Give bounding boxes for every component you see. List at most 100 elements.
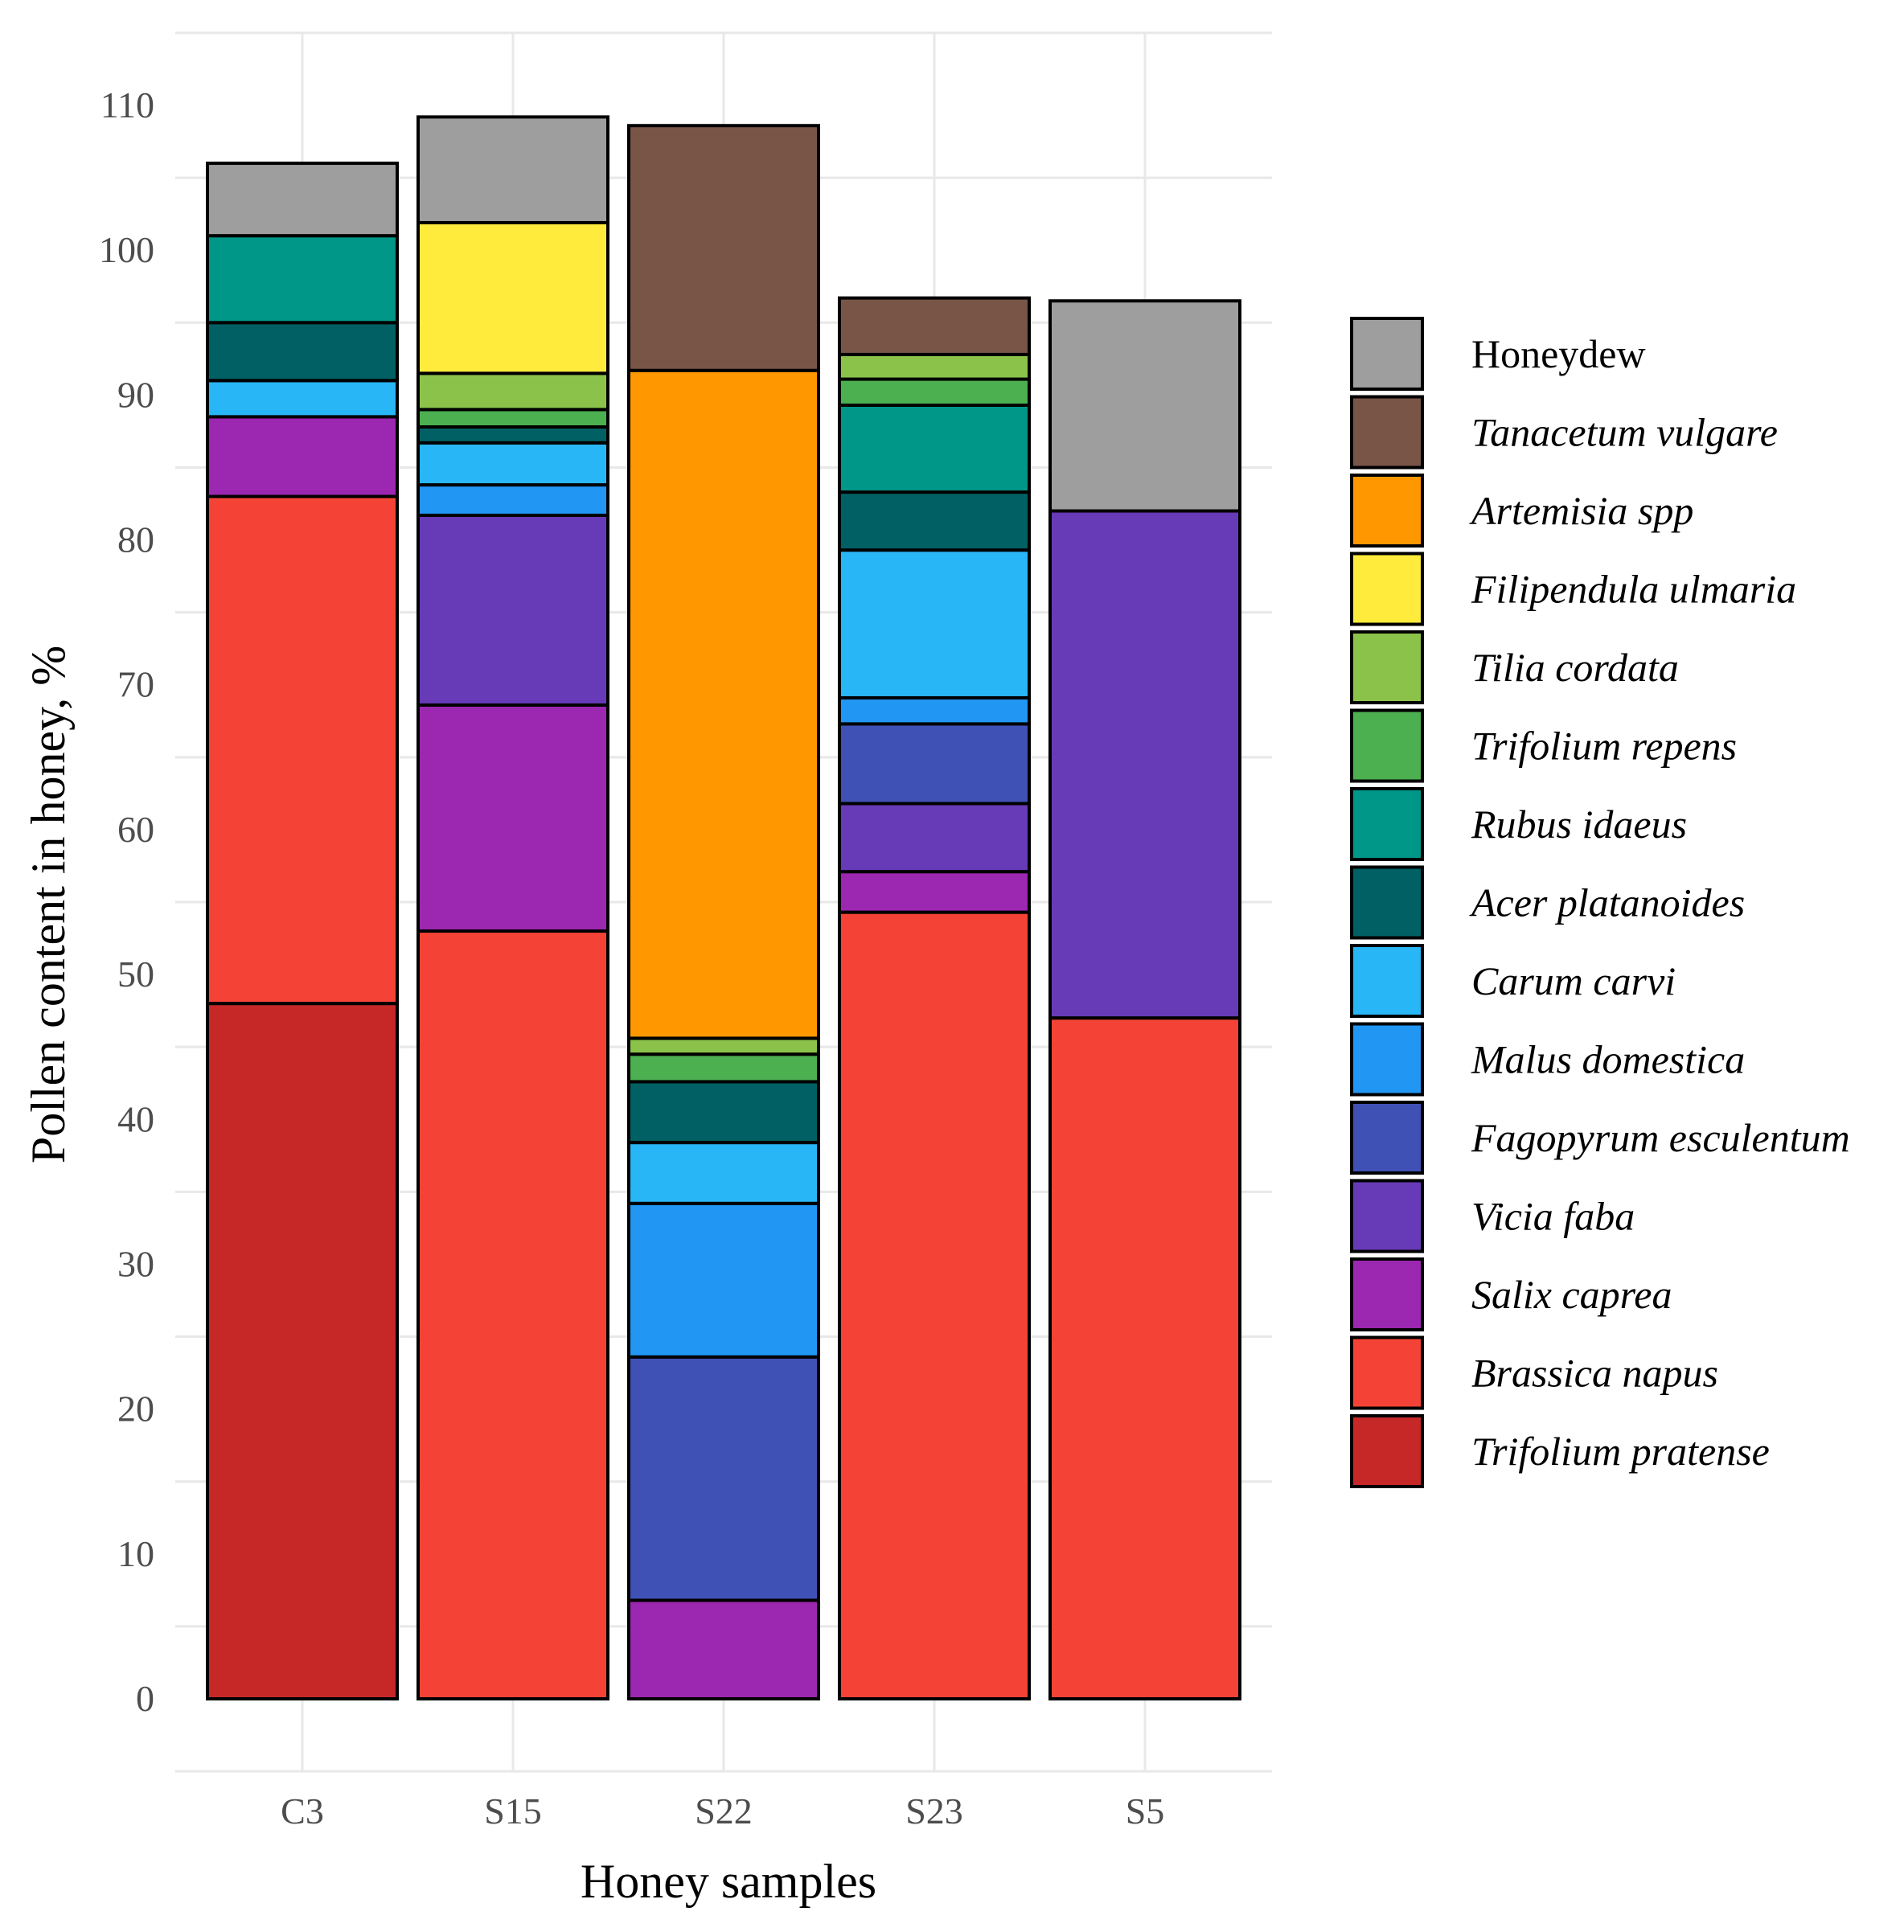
- bar-s15-trifolium-repens: [416, 408, 609, 429]
- legend-item-tilia-cordata: Tilia cordata: [1350, 630, 1679, 704]
- legend-label: Brassica napus: [1471, 1351, 1718, 1396]
- legend-swatch: [1350, 1414, 1424, 1488]
- legend-label: Trifolium pratense: [1471, 1429, 1770, 1474]
- bar-s22-acer-platanoides: [627, 1080, 820, 1145]
- bar-c3-brassica-napus: [206, 494, 399, 1006]
- legend-item-tanacetum-vulgare: Tanacetum vulgare: [1350, 395, 1778, 470]
- legend-item-rubus-idaeus: Rubus idaeus: [1350, 787, 1687, 861]
- legend-swatch: [1350, 787, 1424, 861]
- bar-s15-vicia-faba: [416, 513, 609, 707]
- legend-swatch: [1350, 1101, 1424, 1175]
- legend-item-fagopyrum-esculentum: Fagopyrum esculentum: [1350, 1101, 1850, 1175]
- legend-label: Acer platanoides: [1469, 880, 1745, 925]
- bar-s15-brassica-napus: [416, 929, 609, 1700]
- legend-swatch: [1350, 865, 1424, 940]
- bar-c3-trifolium-pratense: [206, 1002, 399, 1701]
- bar-s22-malus-domestica: [627, 1201, 820, 1359]
- y-tick-label: 10: [117, 1533, 154, 1574]
- legend: Honeydew Tanacetum vulgare Artemisia spp Fi…: [1350, 317, 1850, 1488]
- y-tick-label: 80: [117, 519, 154, 560]
- x-axis-ticks: C3 S15 S22 S23 S5: [281, 1790, 1164, 1832]
- bar-s5-brassica-napus: [1048, 1016, 1241, 1701]
- y-axis-ticks: 0 10 20 30 40 50 60 70 80 90 100 110: [99, 84, 154, 1719]
- bar-c3-acer-platanoides: [206, 321, 399, 383]
- bar-c3-honeydew: [206, 162, 399, 238]
- bar-s23-salix-caprea: [838, 870, 1031, 914]
- bar-s15-honeydew: [416, 115, 609, 224]
- bar-s15-carum-carvi: [416, 441, 609, 487]
- bar-s23-malus-domestica: [838, 695, 1031, 726]
- x-tick-label: S15: [484, 1790, 542, 1832]
- bar-s23-rubus-idaeus: [838, 403, 1031, 494]
- legend-item-vicia-faba: Vicia faba: [1350, 1179, 1635, 1253]
- bar-c3-carum-carvi: [206, 379, 399, 419]
- y-axis-title: Pollen content in honey, %: [22, 646, 75, 1163]
- y-tick-label: 20: [117, 1388, 154, 1430]
- bars: [206, 115, 1241, 1701]
- bar-c3-salix-caprea: [206, 415, 399, 498]
- y-tick-label: 60: [117, 809, 154, 850]
- bar-s23-acer-platanoides: [838, 490, 1031, 552]
- legend-label: Trifolium repens: [1471, 724, 1737, 769]
- y-tick-label: 50: [117, 954, 154, 995]
- x-tick-label: S5: [1126, 1790, 1165, 1832]
- x-tick-label: C3: [281, 1790, 324, 1832]
- legend-item-artemisia-spp: Artemisia spp: [1350, 474, 1693, 548]
- y-tick-label: 40: [117, 1098, 154, 1139]
- bar-s23-trifolium-repens: [838, 377, 1031, 407]
- bar-s22-salix-caprea: [627, 1598, 820, 1700]
- bar-s23-tilia-cordata: [838, 352, 1031, 381]
- bar-s22-artemisia-spp: [627, 368, 820, 1040]
- legend-item-salix-caprea: Salix caprea: [1350, 1257, 1672, 1331]
- legend-label: Vicia faba: [1471, 1194, 1635, 1239]
- legend-swatch: [1350, 1179, 1424, 1253]
- bar-s22-fagopyrum-esculentum: [627, 1355, 820, 1602]
- bar-s5-honeydew: [1048, 299, 1241, 513]
- x-tick-label: S23: [905, 1790, 963, 1832]
- legend-label: Malus domestica: [1471, 1037, 1745, 1082]
- legend-label: Fagopyrum esculentum: [1471, 1115, 1850, 1160]
- y-tick-label: 90: [117, 374, 154, 415]
- bar-s15-malus-domestica: [416, 483, 609, 517]
- legend-item-carum-carvi: Carum carvi: [1350, 944, 1676, 1018]
- legend-swatch: [1350, 1022, 1424, 1097]
- bar-s23-carum-carvi: [838, 548, 1031, 699]
- legend-swatch: [1350, 708, 1424, 783]
- legend-label: Tanacetum vulgare: [1471, 410, 1778, 455]
- legend-swatch: [1350, 317, 1424, 391]
- x-tick-label: S22: [695, 1790, 753, 1832]
- bar-s15-acer-platanoides: [416, 425, 609, 445]
- legend-item-acer-platanoides: Acer platanoides: [1350, 865, 1745, 940]
- y-tick-label: 100: [99, 229, 154, 270]
- legend-item-honeydew: Honeydew: [1350, 317, 1646, 391]
- legend-label: Salix caprea: [1471, 1272, 1672, 1317]
- bar-s22-trifolium-repens: [627, 1052, 820, 1084]
- x-axis-title: Honey samples: [581, 1855, 876, 1908]
- legend-swatch: [1350, 1335, 1424, 1410]
- legend-label: Tilia cordata: [1471, 645, 1679, 690]
- bar-s22-tilia-cordata: [627, 1036, 820, 1056]
- legend-swatch: [1350, 395, 1424, 470]
- legend-swatch: [1350, 474, 1424, 548]
- y-tick-label: 70: [117, 664, 154, 705]
- bar-c3-rubus-idaeus: [206, 234, 399, 325]
- legend-swatch: [1350, 1257, 1424, 1331]
- bar-s15-filipendula-ulmaria: [416, 220, 609, 375]
- bar-s22-tanacetum-vulgare: [627, 124, 820, 372]
- bar-s15-tilia-cordata: [416, 371, 609, 412]
- bar-s15-salix-caprea: [416, 703, 609, 933]
- legend-item-brassica-napus: Brassica napus: [1350, 1335, 1718, 1410]
- bar-s23-tanacetum-vulgare: [838, 296, 1031, 356]
- legend-item-trifolium-pratense: Trifolium pratense: [1350, 1414, 1770, 1488]
- bar-s23-fagopyrum-esculentum: [838, 722, 1031, 806]
- bar-s23-brassica-napus: [838, 910, 1031, 1700]
- legend-item-filipendula-ulmaria: Filipendula ulmaria: [1350, 552, 1796, 626]
- legend-label: Honeydew: [1471, 331, 1646, 376]
- legend-label: Filipendula ulmaria: [1471, 567, 1796, 612]
- legend-label: Rubus idaeus: [1471, 802, 1687, 847]
- legend-item-trifolium-repens: Trifolium repens: [1350, 708, 1737, 783]
- y-tick-label: 0: [136, 1678, 154, 1719]
- legend-item-malus-domestica: Malus domestica: [1350, 1022, 1745, 1097]
- legend-swatch: [1350, 630, 1424, 704]
